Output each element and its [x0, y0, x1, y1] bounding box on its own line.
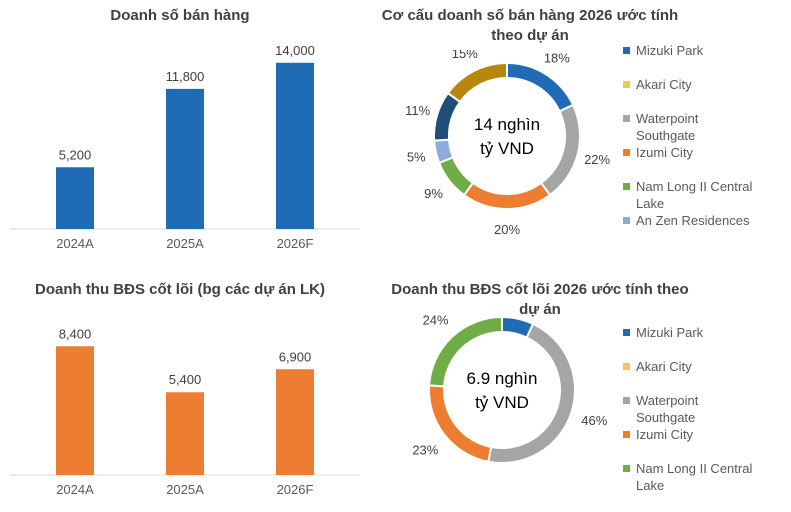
legend-item: Izumi City	[623, 144, 786, 161]
title-line-1: Doanh thu BĐS cốt lõi 2026 ước tính theo	[391, 281, 689, 298]
legend-swatch	[623, 465, 630, 472]
legend-item: Mizuki Park	[623, 42, 786, 59]
core-revenue-donut: 7% 46% 23% 24% 6.9 nghìn tỷ VND	[412, 302, 608, 464]
donut-slice	[428, 315, 503, 388]
legend-label: Nam Long II Central Lake	[636, 179, 753, 211]
legend-label: Mizuki Park	[636, 43, 704, 58]
sales-bar-chart: 5,200 2024A 11,800 2025A 14,000 2026F	[10, 43, 360, 251]
center-label: 6.9 nghìn	[467, 369, 538, 388]
sales-structure-legend: Mizuki Park Akari City Waterpoint Southgate…	[623, 42, 791, 242]
sales-structure-donut-panel: Cơ cấu doanh số bán hàng 2026 ước tính t…	[380, 0, 791, 256]
x-tick-label: 2025A	[166, 236, 204, 251]
core-revenue-legend: Mizuki Park Akari City Waterpoint Southgate…	[623, 324, 791, 504]
slice-label: 23%	[412, 442, 438, 457]
slice-label: 20%	[494, 222, 520, 237]
legend-item: Akari City	[623, 358, 786, 375]
donut-slice	[433, 138, 455, 165]
slice-label: 5%	[407, 149, 426, 164]
donut-slice	[446, 61, 508, 104]
donut-slice	[462, 181, 552, 210]
data-label: 5,400	[169, 372, 202, 387]
slice-label: 22%	[584, 152, 610, 167]
core-revenue-bar-chart-panel: Doanh thu BĐS cốt lõi (bg các dự án LK) …	[0, 262, 360, 512]
legend-label: Akari City	[636, 359, 692, 374]
data-label: 6,900	[279, 349, 312, 364]
legend-item: Akari City	[623, 76, 786, 93]
bar	[276, 369, 314, 475]
bar	[56, 167, 94, 229]
slice-label: 7%	[514, 302, 533, 303]
core-revenue-bar-chart: 8,400 2024A 5,400 2025A 6,900 2026F	[10, 326, 360, 497]
legend-swatch	[623, 47, 630, 54]
legend-item: Waterpoint Southgate	[623, 392, 786, 426]
slice-label: 24%	[423, 312, 449, 327]
center-label: tỷ VND	[480, 139, 534, 158]
legend-swatch	[623, 329, 630, 336]
title-line-2: dự án	[519, 301, 561, 318]
center-label: tỷ VND	[475, 393, 529, 412]
donut-slice	[539, 103, 581, 197]
legend-label: Izumi City	[636, 145, 694, 160]
slice-label: 15%	[452, 50, 478, 61]
core-revenue-donut-panel: Doanh thu BĐS cốt lõi 2026 ước tính theo…	[380, 262, 791, 512]
data-label: 8,400	[59, 326, 92, 341]
sales-bar-chart-title: Doanh số bán hàng	[110, 7, 250, 24]
legend-label: Waterpoint Southgate	[636, 111, 699, 143]
x-tick-label: 2026F	[277, 482, 314, 497]
slice-label: 11%	[405, 103, 430, 118]
legend-item: Waterpoint Southgate	[623, 110, 786, 144]
sales-structure-donut: 18% 22% 20% 9% 5% 11% 15% 14 nghìn tỷ VND	[405, 50, 610, 237]
legend-label: An Zen Residences	[636, 213, 750, 228]
donut-slice	[506, 61, 575, 113]
legend-swatch	[623, 431, 630, 438]
legend-label: Nam Long II Central Lake	[636, 461, 753, 493]
legend-swatch	[623, 115, 630, 122]
title-line-2: theo dự án	[491, 27, 569, 44]
slice-label: 9%	[424, 186, 443, 201]
sales-structure-donut-title: Cơ cấu doanh số bán hàng 2026 ước tính t…	[380, 6, 680, 46]
center-label: 14 nghìn	[474, 115, 540, 134]
legend-swatch	[623, 217, 630, 224]
legend-item: Izumi City	[623, 426, 786, 443]
title-line-1: Cơ cấu doanh số bán hàng 2026 ước tính	[381, 7, 679, 24]
bar	[166, 392, 204, 475]
sales-bar-chart-panel: Doanh số bán hàng 5,200 2024A 11,800 2025A 1…	[0, 0, 360, 260]
x-tick-label: 2025A	[166, 482, 204, 497]
core-revenue-bar-chart-title: Doanh thu BĐS cốt lõi (bg các dự án LK)	[34, 281, 326, 298]
legend-item: Mizuki Park	[623, 324, 786, 341]
legend-item: Nam Long II Central Lake	[623, 460, 786, 494]
legend-item: An Zen Residences	[623, 212, 786, 229]
bar	[166, 88, 204, 229]
legend-swatch	[623, 363, 630, 370]
legend-swatch	[623, 81, 630, 88]
core-revenue-donut-title: Doanh thu BĐS cốt lõi 2026 ước tính theo…	[380, 280, 700, 320]
data-label: 11,800	[166, 69, 205, 84]
legend-swatch	[623, 183, 630, 190]
legend-label: Izumi City	[636, 427, 694, 442]
data-label: 5,200	[59, 147, 92, 162]
legend-label: Mizuki Park	[636, 325, 704, 340]
legend-swatch	[623, 397, 630, 404]
bar	[276, 62, 314, 229]
x-tick-label: 2024A	[56, 482, 94, 497]
x-tick-label: 2026F	[277, 236, 314, 251]
legend-item: Nam Long II Central Lake	[623, 178, 786, 212]
bar	[56, 346, 94, 475]
slice-label: 46%	[581, 413, 607, 428]
x-tick-label: 2024A	[56, 236, 94, 251]
legend-label: Waterpoint Southgate	[636, 393, 699, 425]
data-label: 14,000	[275, 43, 315, 58]
donut-slice	[437, 156, 475, 197]
legend-label: Akari City	[636, 77, 692, 92]
slice-label: 18%	[544, 50, 570, 65]
legend-swatch	[623, 149, 630, 156]
